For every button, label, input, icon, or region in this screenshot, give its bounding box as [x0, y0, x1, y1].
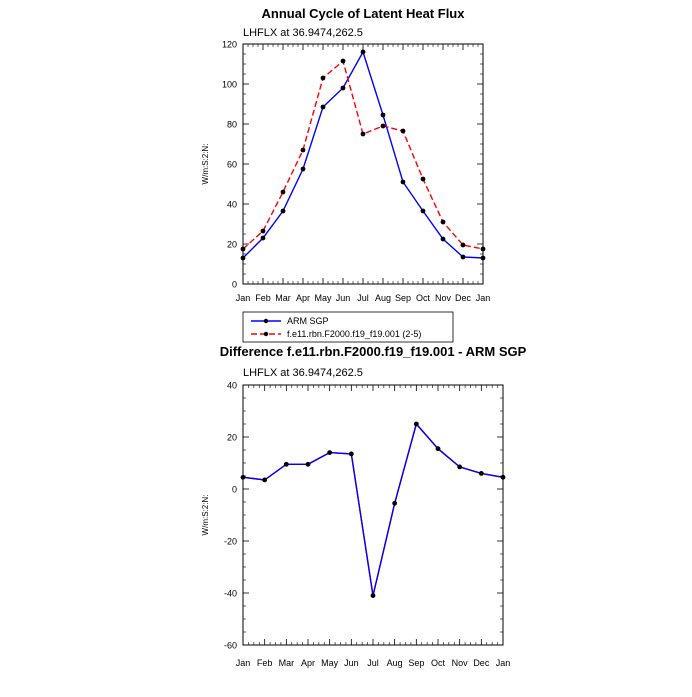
data-point [460, 254, 466, 260]
data-point [280, 208, 286, 214]
legend-marker-2 [263, 331, 269, 337]
data-point [460, 242, 466, 248]
y-axis-label: W/m:S:2:N: [201, 144, 210, 185]
y-tick-label: 60 [227, 160, 237, 170]
data-point [420, 176, 426, 182]
data-point [500, 474, 506, 480]
data-point [280, 189, 286, 195]
y-tick-label: 0 [232, 485, 237, 495]
x-tick-label: Sep [408, 658, 424, 668]
data-point [262, 477, 268, 483]
x-tick-label: May [321, 658, 339, 668]
chart-subtitle: LHFLX at 36.9474,262.5 [243, 367, 363, 379]
chart-subtitle: LHFLX at 36.9474,262.5 [243, 27, 363, 39]
x-tick-label: Jul [357, 293, 369, 303]
x-tick-label: Jun [336, 293, 351, 303]
y-tick-label: 20 [227, 433, 237, 443]
data-point [380, 112, 386, 118]
data-point [480, 255, 486, 261]
x-tick-label: Feb [257, 658, 273, 668]
y-tick-label: 0 [232, 280, 237, 290]
data-point [420, 208, 426, 214]
data-point [478, 471, 484, 476]
y-tick-label: 120 [222, 40, 237, 50]
x-tick-label: May [314, 293, 332, 303]
data-point [327, 450, 333, 455]
legend-marker-1 [263, 318, 269, 324]
x-tick-label: Feb [255, 293, 271, 303]
data-point [305, 461, 311, 467]
y-tick-label: -20 [224, 537, 237, 547]
x-tick-label: Mar [279, 658, 295, 668]
series-line-2 [242, 59, 484, 250]
y-tick-label: -40 [224, 589, 237, 599]
data-point [440, 236, 446, 242]
x-tick-label: Dec [455, 293, 472, 303]
plot-frame [242, 384, 504, 646]
data-point [392, 500, 398, 506]
x-tick-label: Oct [416, 293, 431, 303]
data-point [457, 464, 463, 470]
data-point [360, 131, 366, 137]
y-tick-label: -60 [224, 641, 237, 651]
x-tick-label: Apr [296, 293, 310, 303]
series-line-overlay [242, 422, 504, 596]
plot-frame [242, 43, 484, 285]
x-tick-label: Nov [435, 293, 452, 303]
data-point [320, 104, 326, 110]
x-tick-label: Sep [395, 293, 411, 303]
y-axis-label: W/m:S:2:N: [201, 495, 210, 536]
data-point [440, 219, 446, 225]
y-tick-label: 40 [227, 381, 237, 391]
x-tick-label: Jan [236, 293, 251, 303]
data-point [348, 451, 354, 457]
data-point [360, 49, 366, 55]
y-tick-label: 100 [222, 80, 237, 90]
y-tick-label: 40 [227, 200, 237, 210]
data-point [240, 255, 246, 261]
data-point [370, 593, 376, 598]
chart-title: Annual Cycle of Latent Heat Flux [262, 6, 466, 21]
x-tick-label: Aug [387, 658, 403, 668]
legend-box [242, 311, 454, 343]
y-tick-label: 20 [227, 240, 237, 250]
legend-label-1: ARM SGP [287, 316, 329, 326]
legend-label-2: f.e11.rbn.F2000.f19_f19.001 (2-5) [287, 329, 421, 339]
data-point [320, 75, 326, 81]
data-point [340, 58, 346, 64]
x-tick-label: Jun [344, 658, 359, 668]
data-point [283, 461, 289, 467]
data-point [340, 85, 346, 91]
data-point [400, 128, 406, 134]
data-point [260, 228, 266, 234]
x-tick-label: Jan [476, 293, 491, 303]
x-tick-label: Jul [367, 658, 379, 668]
x-tick-label: Jan [496, 658, 511, 668]
data-point [413, 421, 419, 427]
x-tick-label: Mar [275, 293, 291, 303]
data-point [400, 179, 406, 185]
data-point [300, 147, 306, 153]
data-point [260, 235, 266, 241]
data-point [300, 166, 306, 172]
x-tick-label: Aug [375, 293, 391, 303]
data-point [435, 446, 441, 452]
x-tick-label: Oct [431, 658, 446, 668]
x-tick-label: Jan [236, 658, 251, 668]
data-point [380, 123, 386, 129]
series-line-1 [242, 422, 504, 596]
data-point [240, 474, 246, 480]
x-tick-label: Nov [452, 658, 469, 668]
chart-title: Difference f.e11.rbn.F2000.f19_f19.001 -… [220, 344, 527, 359]
data-point [240, 246, 246, 252]
y-tick-label: 80 [227, 120, 237, 130]
data-point [480, 246, 486, 252]
x-tick-label: Dec [473, 658, 490, 668]
x-tick-label: Apr [301, 658, 315, 668]
